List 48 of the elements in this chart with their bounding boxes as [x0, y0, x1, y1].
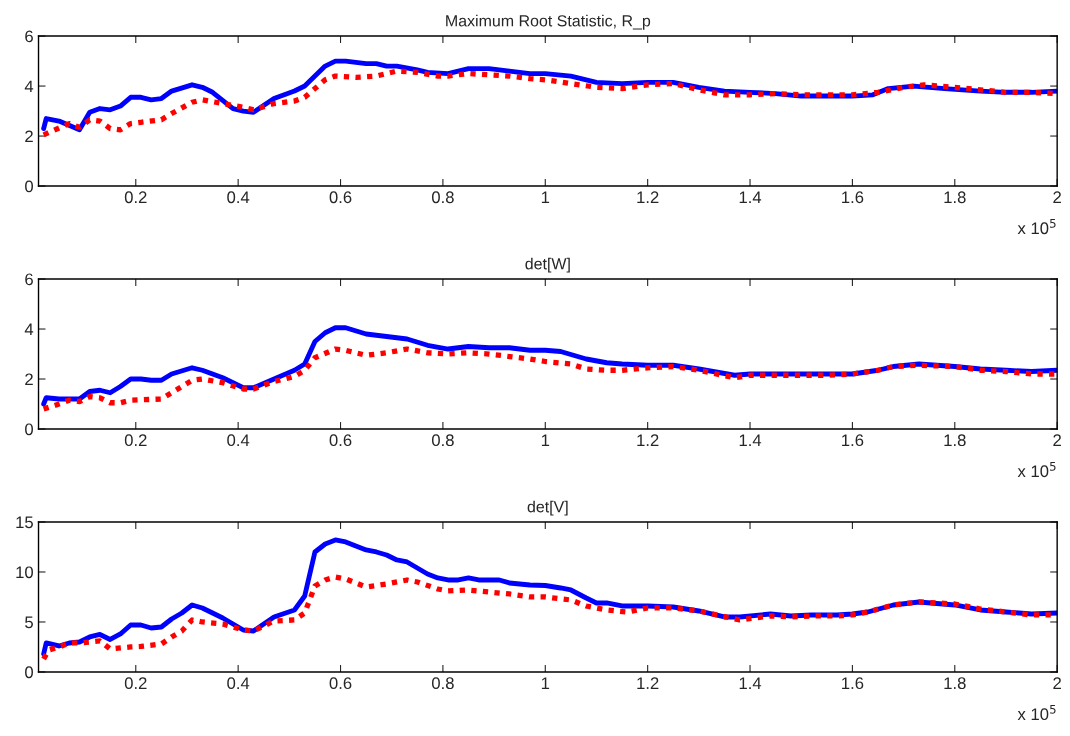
x-tick-label: 0.6	[329, 434, 352, 447]
x-tick-label: 1.2	[637, 191, 659, 203]
text: x 10$^{5}$	[1017, 462, 1056, 478]
y-tick-label: 6	[25, 273, 33, 286]
x-tick-label: 0.4	[227, 191, 250, 204]
x-tick-label: 1.4	[739, 677, 762, 689]
text: x 10$^{5}$	[1017, 705, 1056, 721]
y-tick-label: 0	[25, 666, 34, 679]
x-tick-label: 1	[541, 434, 550, 446]
y-tick-label: 4	[24, 80, 34, 93]
x-tick-label: 0.4	[227, 677, 250, 690]
x-tick-label: 1.2	[637, 434, 659, 446]
x-tick-label: 2	[1053, 677, 1061, 689]
x-tick-label: 2	[1053, 434, 1061, 446]
y-tick-label: 0	[25, 423, 34, 436]
x-tick-label: 1	[541, 677, 550, 689]
text: x 10$^{5}$	[1017, 219, 1056, 235]
x-tick-label: 0.4	[227, 434, 250, 447]
x-tick-label: 0.6	[329, 677, 352, 690]
x-tick-label: 2	[1053, 191, 1061, 203]
y-tick-label: 2	[25, 130, 33, 143]
x-tick-label: 1.6	[842, 191, 864, 204]
y-tick-label: 2	[25, 373, 33, 386]
y-tick-label: 10	[16, 566, 34, 579]
x-tick-label: 0.2	[124, 191, 147, 204]
x-tick-label: 1.4	[739, 191, 762, 203]
x-tick-label: 1	[541, 191, 550, 203]
x-tick-label: 0.8	[431, 677, 454, 690]
x-tick-label: 0.2	[124, 434, 147, 447]
x-tick-label: 0.8	[431, 191, 454, 204]
y-tick-label: 4	[24, 323, 34, 336]
x-tick-label: 1.2	[637, 677, 659, 689]
x-tick-label: 1.8	[944, 434, 966, 447]
x-tick-label: 1.8	[944, 191, 966, 204]
chart-title: Maximum Root Statistic, R_p	[446, 14, 651, 30]
y-tick-label: 6	[25, 30, 33, 43]
x-tick-label: 0.2	[124, 677, 147, 690]
y-tick-label: 0	[25, 180, 34, 193]
x-tick-label: 1.6	[842, 677, 864, 690]
y-tick-label: 15	[16, 516, 33, 529]
chart-title: det[W]	[525, 257, 570, 273]
x-tick-label: 1.4	[739, 434, 762, 446]
x-tick-label: 1.8	[944, 677, 966, 690]
x-tick-label: 0.8	[431, 434, 454, 447]
chart-title: det[V]	[527, 500, 568, 516]
x-tick-label: 0.6	[329, 191, 352, 204]
y-tick-label: 5	[25, 616, 33, 629]
x-tick-label: 1.6	[842, 434, 864, 447]
